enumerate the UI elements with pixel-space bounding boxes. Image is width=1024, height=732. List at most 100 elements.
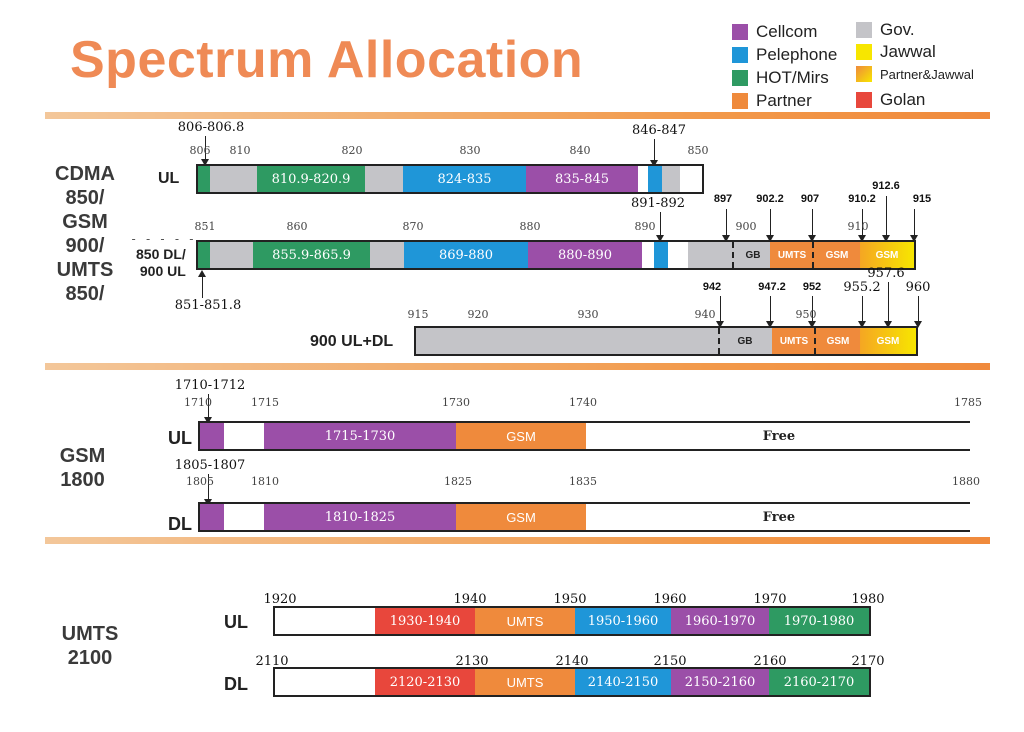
seg-pelephone: 2140-2150 xyxy=(575,669,671,695)
seg-hot-mirs: 855.9-865.9 xyxy=(253,242,370,268)
annot-947-2: 947.2 xyxy=(758,281,786,293)
legend-label-jawwal: Jawwal xyxy=(880,42,936,61)
legend-item-jawwal: Jawwal xyxy=(856,42,936,62)
annot-arrow-907 xyxy=(808,209,816,242)
tick-label-915: 915 xyxy=(407,308,429,321)
tick-label-1835: 1835 xyxy=(569,475,597,488)
legend-swatch-golan xyxy=(856,92,872,108)
annot-arrow-960 xyxy=(914,296,922,328)
legend-label-partner: Partner xyxy=(756,91,812,110)
seg-partner-umts: UMTS xyxy=(475,608,575,634)
legend-swatch-gov xyxy=(856,22,872,38)
tick-label-1715: 1715 xyxy=(251,396,279,409)
seg-hot-mirs: 810.9-820.9 xyxy=(257,166,365,192)
section-label-cdma-gsm-umts: CDMA 850/GSM 900/UMTS 850/ xyxy=(55,163,115,305)
annot-arrow-915 xyxy=(910,209,918,242)
annot-942: 942 xyxy=(702,281,722,293)
row-label-850dl-900ul: 850 DL/ 900 UL xyxy=(136,246,186,280)
legend-label-partner-jawwal: Partner&Jawwal xyxy=(880,66,974,82)
tick-label-830: 830 xyxy=(459,144,481,157)
tick-label-810: 810 xyxy=(229,144,251,157)
legend-item-partner-jawwal: Partner&Jawwal xyxy=(856,66,974,82)
band-bar-gsm1800-ul: 1715-1730 GSM Free xyxy=(198,421,972,451)
band-bar-900-ul-dl: GB UMTS GSM GSM xyxy=(414,326,918,356)
annot-897: 897 xyxy=(713,193,733,205)
seg-free: Free xyxy=(586,504,972,530)
band-bar-cdma-ul: 810.9-820.9 824-835 835-845 xyxy=(196,164,704,194)
seg-cellcom: 2150-2160 xyxy=(671,669,769,695)
seg-guard-band: GB xyxy=(736,242,770,268)
seg-gov-1 xyxy=(210,166,257,192)
seg-hot-806 xyxy=(198,166,210,192)
tick-label-840: 840 xyxy=(569,144,591,157)
legend-item-partner: Partner xyxy=(732,91,812,111)
seg-golan: 1930-1940 xyxy=(375,608,475,634)
legend-label-hot-mirs: HOT/Mirs xyxy=(756,68,829,87)
legend-item-gov: Gov. xyxy=(856,20,915,40)
seg-empty xyxy=(275,669,375,695)
tick-label-860: 860 xyxy=(286,220,308,233)
seg-empty xyxy=(224,504,264,530)
seg-cellcom: 1960-1970 xyxy=(671,608,769,634)
tick-label-1970: 1970 xyxy=(753,592,787,607)
section-divider-bottom xyxy=(45,537,990,544)
dash-942 xyxy=(718,328,720,354)
annot-arrow-806 xyxy=(201,136,209,166)
annot-arrow-851 xyxy=(198,270,206,298)
annot-arrow-912-6 xyxy=(882,196,890,242)
annot-1805-1807: 1805-1807 xyxy=(174,458,246,473)
seg-partner-gsm: GSM xyxy=(456,423,586,449)
annot-arrow-955-2 xyxy=(858,296,866,328)
section-label-gsm1800: GSM 1800 xyxy=(59,445,106,491)
seg-pelephone: 824-835 xyxy=(403,166,526,192)
seg-cellcom-1805 xyxy=(200,504,224,530)
seg-partner-umts: UMTS xyxy=(475,669,575,695)
tick-label-1810: 1810 xyxy=(251,475,279,488)
seg-guard-band: GB xyxy=(718,328,772,354)
seg-empty-2 xyxy=(680,166,702,192)
seg-gov-2 xyxy=(365,166,403,192)
seg-empty xyxy=(642,242,654,268)
legend-label-pelephone: Pelephone xyxy=(756,45,838,64)
annot-arrow-846 xyxy=(650,139,658,167)
row-label-900-ul-dl: 900 UL+DL xyxy=(310,333,394,350)
seg-gov-3 xyxy=(662,166,680,192)
tick-label-880: 880 xyxy=(519,220,541,233)
annot-arrow-902-2 xyxy=(766,209,774,242)
tick-label-1950: 1950 xyxy=(553,592,587,607)
seg-pelephone-891 xyxy=(654,242,668,268)
seg-cellcom: 835-845 xyxy=(526,166,638,192)
tick-label-806: 806 xyxy=(189,144,211,157)
dash-907 xyxy=(812,242,814,268)
legend-swatch-cellcom xyxy=(732,24,748,40)
seg-cellcom: 1810-1825 xyxy=(264,504,456,530)
annot-arrow-952 xyxy=(808,296,816,328)
seg-hot-mirs: 1970-1980 xyxy=(769,608,869,634)
tick-label-2140: 2140 xyxy=(555,654,589,669)
row-label-gsm1800-dl: DL xyxy=(168,514,192,534)
annot-846-847: 846-847 xyxy=(631,123,687,138)
seg-partner-gsm: GSM xyxy=(814,242,860,268)
tick-label-950: 950 xyxy=(795,308,817,321)
seg-empty xyxy=(224,423,264,449)
dash-952 xyxy=(814,328,816,354)
annot-912-6: 912.6 xyxy=(872,180,900,192)
tick-label-850: 850 xyxy=(687,144,709,157)
seg-golan: 2120-2130 xyxy=(375,669,475,695)
seg-cellcom: 1715-1730 xyxy=(264,423,456,449)
seg-partner-jawwal-gsm: GSM xyxy=(860,328,916,354)
annot-955-2: 955.2 xyxy=(843,280,881,295)
tick-label-1920: 1920 xyxy=(263,592,297,607)
tick-label-920: 920 xyxy=(467,308,489,321)
tick-label-2150: 2150 xyxy=(653,654,687,669)
row-label-umts-ul: UL xyxy=(224,612,248,632)
scan-artifact-ruler: - - - - - xyxy=(130,232,196,246)
annot-arrow-897 xyxy=(722,209,730,242)
seg-hot-mirs: 2160-2170 xyxy=(769,669,869,695)
tick-label-870: 870 xyxy=(402,220,424,233)
seg-partner-jawwal-gsm: GSM xyxy=(860,242,914,268)
legend-label-cellcom: Cellcom xyxy=(756,22,818,41)
seg-empty xyxy=(638,166,648,192)
band-bar-gsm1800-dl: 1810-1825 GSM Free xyxy=(198,502,972,532)
tick-label-940: 940 xyxy=(694,308,716,321)
